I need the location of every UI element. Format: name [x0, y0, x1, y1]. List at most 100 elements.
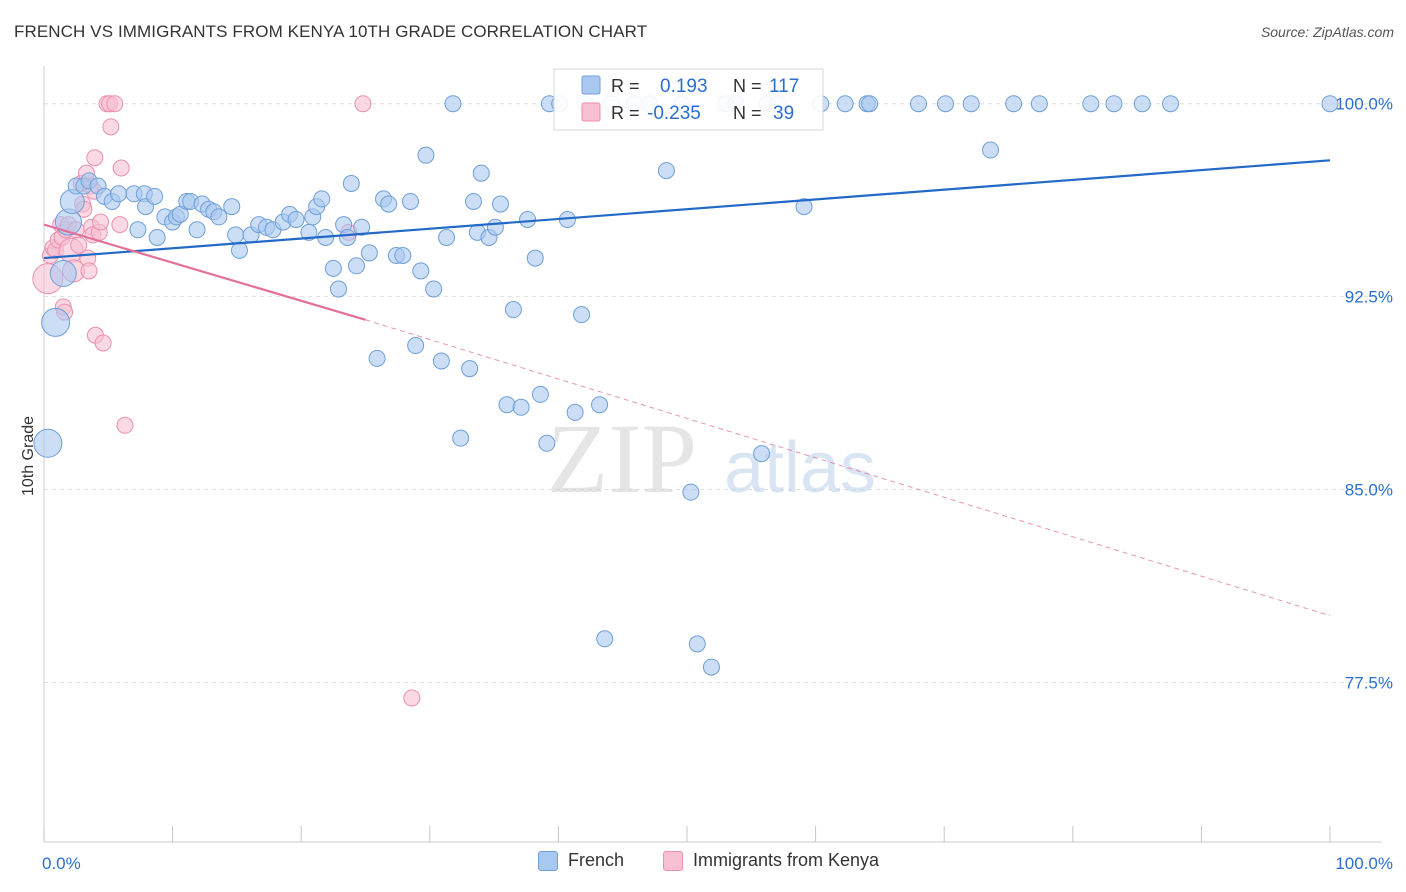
- kenya-point: [102, 118, 120, 136]
- chart-title: FRENCH VS IMMIGRANTS FROM KENYA 10TH GRA…: [14, 22, 648, 41]
- watermark: ZIP atlas: [547, 403, 876, 514]
- french-point: [486, 218, 504, 236]
- french-point: [33, 428, 63, 458]
- series-french: [33, 95, 1339, 676]
- kenya-point: [116, 416, 134, 434]
- stats-r-label-french: R =: [611, 76, 640, 96]
- french-point: [360, 244, 378, 262]
- french-point: [1162, 95, 1180, 113]
- stats-box: R = 0.193 N = 117 R = -0.235 N = 39: [553, 68, 824, 131]
- french-point: [538, 434, 556, 452]
- french-point: [909, 95, 927, 113]
- french-point: [657, 162, 675, 180]
- tick-labels: 77.5% 85.0% 92.5% 100.0% 0.0% 100.0%: [42, 95, 1393, 873]
- kenya-point: [86, 149, 104, 167]
- french-point: [407, 337, 425, 355]
- french-point: [313, 190, 331, 208]
- kenya-point: [111, 216, 129, 234]
- kenya-point: [403, 689, 421, 707]
- french-point: [795, 198, 813, 216]
- french-point: [452, 429, 470, 447]
- legend-swatch-french: [538, 850, 558, 871]
- french-point: [223, 198, 241, 216]
- french-point: [110, 185, 128, 203]
- french-point: [146, 187, 164, 205]
- french-point: [688, 635, 706, 653]
- kenya-point: [92, 213, 110, 231]
- french-point: [836, 95, 854, 113]
- french-point: [444, 95, 462, 113]
- french-point: [591, 396, 609, 414]
- french-point: [129, 221, 147, 239]
- french-point: [417, 146, 435, 164]
- french-point: [566, 403, 584, 421]
- source-label: Source: ZipAtlas.com: [1260, 24, 1394, 40]
- y-tick-label: 92.5%: [1345, 288, 1393, 307]
- french-point: [402, 192, 420, 210]
- french-point: [41, 307, 71, 337]
- series-kenya: [32, 95, 421, 707]
- french-point: [210, 208, 228, 226]
- legend-label-kenya: Immigrants from Kenya: [693, 850, 880, 870]
- stats-r-label-kenya: R =: [611, 103, 640, 123]
- french-point: [512, 398, 530, 416]
- french-point: [432, 352, 450, 370]
- kenya-point: [354, 95, 372, 113]
- trendlines: [43, 159, 1331, 617]
- kenya-point: [94, 334, 112, 352]
- kenya-point: [112, 159, 130, 177]
- legend-label-french: French: [568, 850, 625, 870]
- french-point: [526, 249, 544, 267]
- french-point: [329, 280, 347, 298]
- stats-n-value-french: 117: [769, 76, 799, 97]
- kenya-point: [80, 262, 98, 280]
- stats-r-value-kenya: -0.235: [647, 103, 701, 124]
- french-point: [347, 257, 365, 275]
- stats-n-label-kenya: N =: [733, 103, 762, 123]
- french-point: [188, 221, 206, 239]
- french-point: [492, 195, 510, 213]
- french-point: [861, 95, 879, 113]
- stats-n-value-kenya: 39: [773, 103, 794, 124]
- french-point: [230, 241, 248, 259]
- kenya-trendline: [43, 223, 366, 321]
- french-point: [682, 483, 700, 501]
- french-point: [962, 95, 980, 113]
- french-point: [981, 141, 999, 159]
- french-point: [461, 360, 479, 378]
- watermark-atlas: atlas: [724, 428, 876, 508]
- french-point: [531, 385, 549, 403]
- watermark-zip: ZIP: [547, 403, 697, 514]
- x-tick-label: 0.0%: [42, 854, 81, 873]
- french-point: [465, 192, 483, 210]
- french-point: [702, 658, 720, 676]
- french-point: [394, 247, 412, 264]
- french-point: [753, 445, 771, 463]
- french-point: [1030, 95, 1048, 113]
- french-point: [1082, 95, 1100, 113]
- french-point: [573, 306, 591, 324]
- french-point: [148, 228, 166, 246]
- french-point: [353, 218, 371, 236]
- y-tick-label: 77.5%: [1345, 674, 1393, 693]
- kenya-trendline-extension: [365, 319, 1331, 617]
- axes: [43, 66, 1382, 843]
- french-point: [425, 280, 443, 298]
- french-point: [287, 210, 305, 228]
- french-point: [49, 260, 77, 288]
- french-point: [936, 95, 954, 113]
- grid-lines: [44, 103, 1382, 684]
- stats-swatch-french: [581, 75, 601, 95]
- kenya-point: [106, 95, 124, 113]
- french-point: [227, 226, 245, 244]
- y-tick-label: 85.0%: [1345, 481, 1393, 500]
- y-tick-label: 100.0%: [1335, 95, 1393, 114]
- french-point: [412, 262, 430, 280]
- stats-swatch-kenya: [581, 102, 601, 122]
- french-trendline: [43, 159, 1331, 260]
- french-point: [596, 630, 614, 648]
- french-point: [519, 210, 537, 228]
- french-point: [342, 174, 360, 192]
- french-point: [498, 396, 516, 414]
